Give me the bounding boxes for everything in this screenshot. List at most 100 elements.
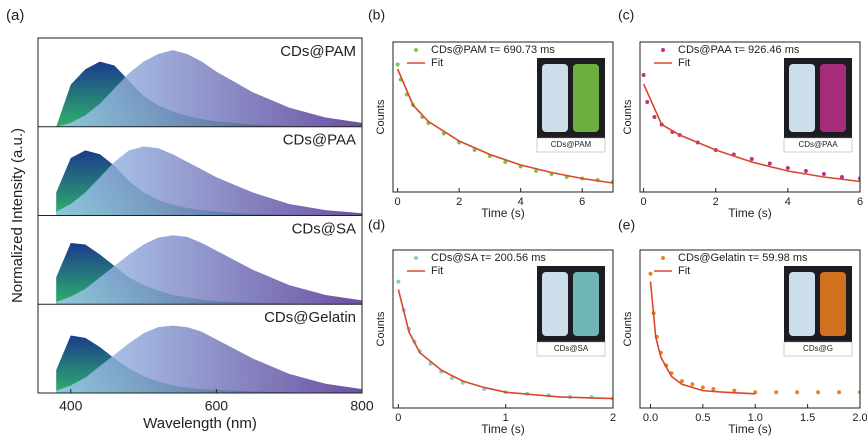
inset-label: CDs@PAA: [798, 140, 838, 149]
x-tick-label: 2.0: [852, 412, 867, 424]
x-tick-label: 4: [518, 196, 524, 208]
plot-group: [395, 62, 613, 184]
spectrum-area: [56, 146, 362, 216]
data-point: [803, 169, 808, 173]
spectrum-area: [56, 235, 362, 305]
x-axis-label: Time (s): [728, 206, 772, 220]
x-tick-label: 800: [350, 398, 374, 414]
data-point: [679, 379, 684, 384]
fit-line: [649, 281, 756, 395]
x-axis-label: Time (s): [481, 422, 525, 436]
y-axis-label: Counts: [375, 311, 387, 346]
inset-glow: [573, 64, 599, 132]
plot-group: [396, 279, 613, 401]
inset-glow: [789, 64, 815, 132]
legend-marker: [414, 256, 418, 260]
inset-glow: [789, 272, 815, 336]
inset-label-box: [536, 341, 606, 357]
data-point: [648, 271, 653, 276]
x-tick-label: 400: [59, 398, 83, 414]
x-tick-label: 0: [641, 196, 647, 208]
plot-frame: [639, 249, 861, 409]
x-tick-label: 1.0: [748, 412, 763, 424]
x-tick-label: 600: [205, 398, 229, 414]
x-tick-label: 1.5: [800, 412, 815, 424]
y-axis-label: Counts: [622, 99, 634, 134]
plot-group: [641, 73, 860, 183]
x-tick-label: 0.0: [643, 412, 658, 424]
data-point: [534, 169, 539, 173]
inset-label: CDs@PAM: [551, 140, 592, 149]
data-point: [749, 157, 754, 161]
inset-label-box: [783, 341, 853, 357]
inset-glow: [542, 64, 568, 132]
legend-marker: [661, 256, 665, 260]
spectrum-group: [56, 50, 362, 127]
data-point: [652, 115, 657, 119]
sample-label: CDs@PAA: [283, 132, 356, 149]
fit-line: [642, 83, 860, 183]
y-axis-label: Normalized Intensity (a.u.): [9, 128, 26, 303]
x-tick-label: 2: [456, 196, 462, 208]
data-point: [700, 385, 705, 390]
x-axis-label: Time (s): [728, 422, 772, 436]
plot-group: [648, 271, 860, 395]
data-point: [641, 73, 646, 77]
legend-label: Fit: [678, 265, 690, 277]
inset-label-box: [783, 137, 853, 153]
x-tick-label: 1: [503, 412, 509, 424]
data-point: [503, 160, 508, 164]
spectrum-group: [56, 325, 362, 393]
panel-label: (b): [368, 7, 385, 23]
plot-frame: [639, 41, 861, 193]
panel-label: (e): [618, 217, 635, 233]
legend-label: CDs@Gelatin τ= 59.98 ms: [678, 252, 808, 264]
y-axis-label: Counts: [375, 99, 387, 134]
data-point: [837, 390, 842, 395]
x-tick-label: 2: [610, 412, 616, 424]
y-axis-label: Counts: [622, 311, 634, 346]
x-axis-label: Time (s): [481, 206, 525, 220]
panel-label: (d): [368, 217, 385, 233]
panel-label: (a): [6, 7, 24, 24]
x-axis-label: Wavelength (nm): [143, 415, 257, 432]
data-point: [774, 390, 779, 395]
data-point: [785, 166, 790, 170]
legend-marker: [661, 48, 665, 52]
inset-label: CDs@G: [803, 344, 833, 353]
legend-label: Fit: [678, 57, 690, 69]
inset-label-box: [536, 137, 606, 153]
data-point: [395, 62, 400, 67]
data-point: [821, 172, 826, 176]
inset-glow: [542, 272, 568, 336]
fit-line: [396, 68, 613, 184]
legend-label: Fit: [431, 57, 443, 69]
fit-line: [397, 289, 613, 400]
data-point: [711, 387, 716, 392]
inset-glow: [820, 272, 846, 336]
x-tick-label: 0: [395, 196, 401, 208]
data-point: [732, 388, 737, 393]
sample-label: CDs@PAM: [280, 43, 356, 60]
inset-glow: [820, 64, 846, 132]
plot-frame: [392, 249, 614, 409]
legend-marker: [414, 48, 418, 52]
data-point: [839, 175, 844, 179]
legend-label: CDs@SA τ= 200.56 ms: [431, 252, 546, 264]
plot-frame: [392, 41, 614, 193]
spectrum-group: [56, 235, 362, 305]
spectrum-area: [56, 50, 362, 127]
plot-frame: [37, 37, 363, 394]
sample-label: CDs@SA: [292, 220, 356, 237]
inset-label: CDs@SA: [554, 344, 589, 353]
spectrum-group: [56, 146, 362, 216]
legend-label: Fit: [431, 265, 443, 277]
data-point: [816, 390, 821, 395]
data-point: [690, 382, 695, 387]
x-tick-label: 2: [713, 196, 719, 208]
sample-label: CDs@Gelatin: [264, 309, 356, 326]
data-point: [795, 390, 800, 395]
x-tick-label: 6: [857, 196, 863, 208]
data-point: [767, 161, 772, 166]
